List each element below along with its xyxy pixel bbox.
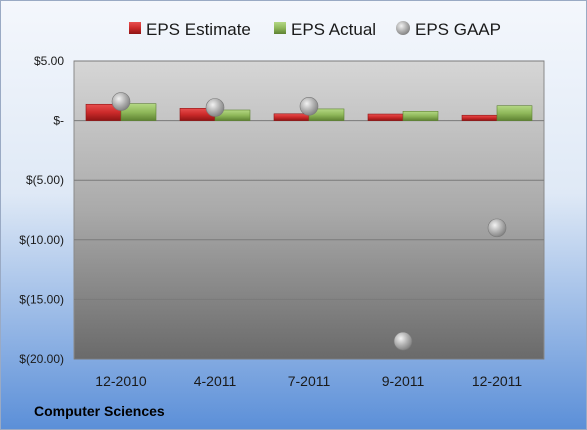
gaap-point xyxy=(393,331,413,351)
y-tick-label: $5.00 xyxy=(34,54,64,68)
legend-label-gaap: EPS GAAP xyxy=(415,20,501,39)
y-tick-label: $(10.00) xyxy=(19,233,64,247)
actual-bar xyxy=(496,105,533,121)
x-axis: 12-2010 4-2011 7-2011 9-2011 12-2011 xyxy=(95,373,522,389)
estimate-bar xyxy=(461,114,498,121)
gaap-points xyxy=(111,92,507,351)
x-tick-label: 9-2011 xyxy=(382,373,425,389)
legend-swatch-actual xyxy=(274,22,286,34)
legend-item-gaap: EPS GAAP xyxy=(396,20,501,39)
x-tick-label: 4-2011 xyxy=(194,373,237,389)
bars xyxy=(85,103,533,121)
legend-item-estimate: EPS Estimate xyxy=(129,20,251,39)
y-tick-label: $(20.00) xyxy=(19,352,64,366)
x-tick-label: 12-2010 xyxy=(95,373,147,389)
legend-label-estimate: EPS Estimate xyxy=(146,20,251,39)
x-tick-label: 7-2011 xyxy=(288,373,331,389)
legend-item-actual: EPS Actual xyxy=(274,20,376,39)
y-tick-label: $- xyxy=(53,114,64,128)
actual-bar xyxy=(402,111,439,121)
y-tick-label: $(5.00) xyxy=(26,173,64,187)
company-caption: Computer Sciences xyxy=(34,403,165,419)
legend-label-actual: EPS Actual xyxy=(291,20,376,39)
estimate-bar xyxy=(273,113,310,121)
gaap-point xyxy=(205,98,225,117)
legend-swatch-gaap xyxy=(396,21,410,35)
estimate-bar xyxy=(367,113,404,121)
y-axis: $5.00 $- $(5.00) $(10.00) $(15.00) $(20.00) xyxy=(19,54,64,366)
y-tick-label: $(15.00) xyxy=(19,292,64,306)
gaap-point xyxy=(111,92,131,111)
gaap-point xyxy=(487,218,507,238)
legend-swatch-estimate xyxy=(129,22,141,34)
gaap-point xyxy=(299,96,319,116)
x-tick-label: 12-2011 xyxy=(472,373,523,389)
legend: EPS Estimate EPS Actual EPS GAAP xyxy=(129,20,501,39)
actual-bar xyxy=(120,103,157,121)
